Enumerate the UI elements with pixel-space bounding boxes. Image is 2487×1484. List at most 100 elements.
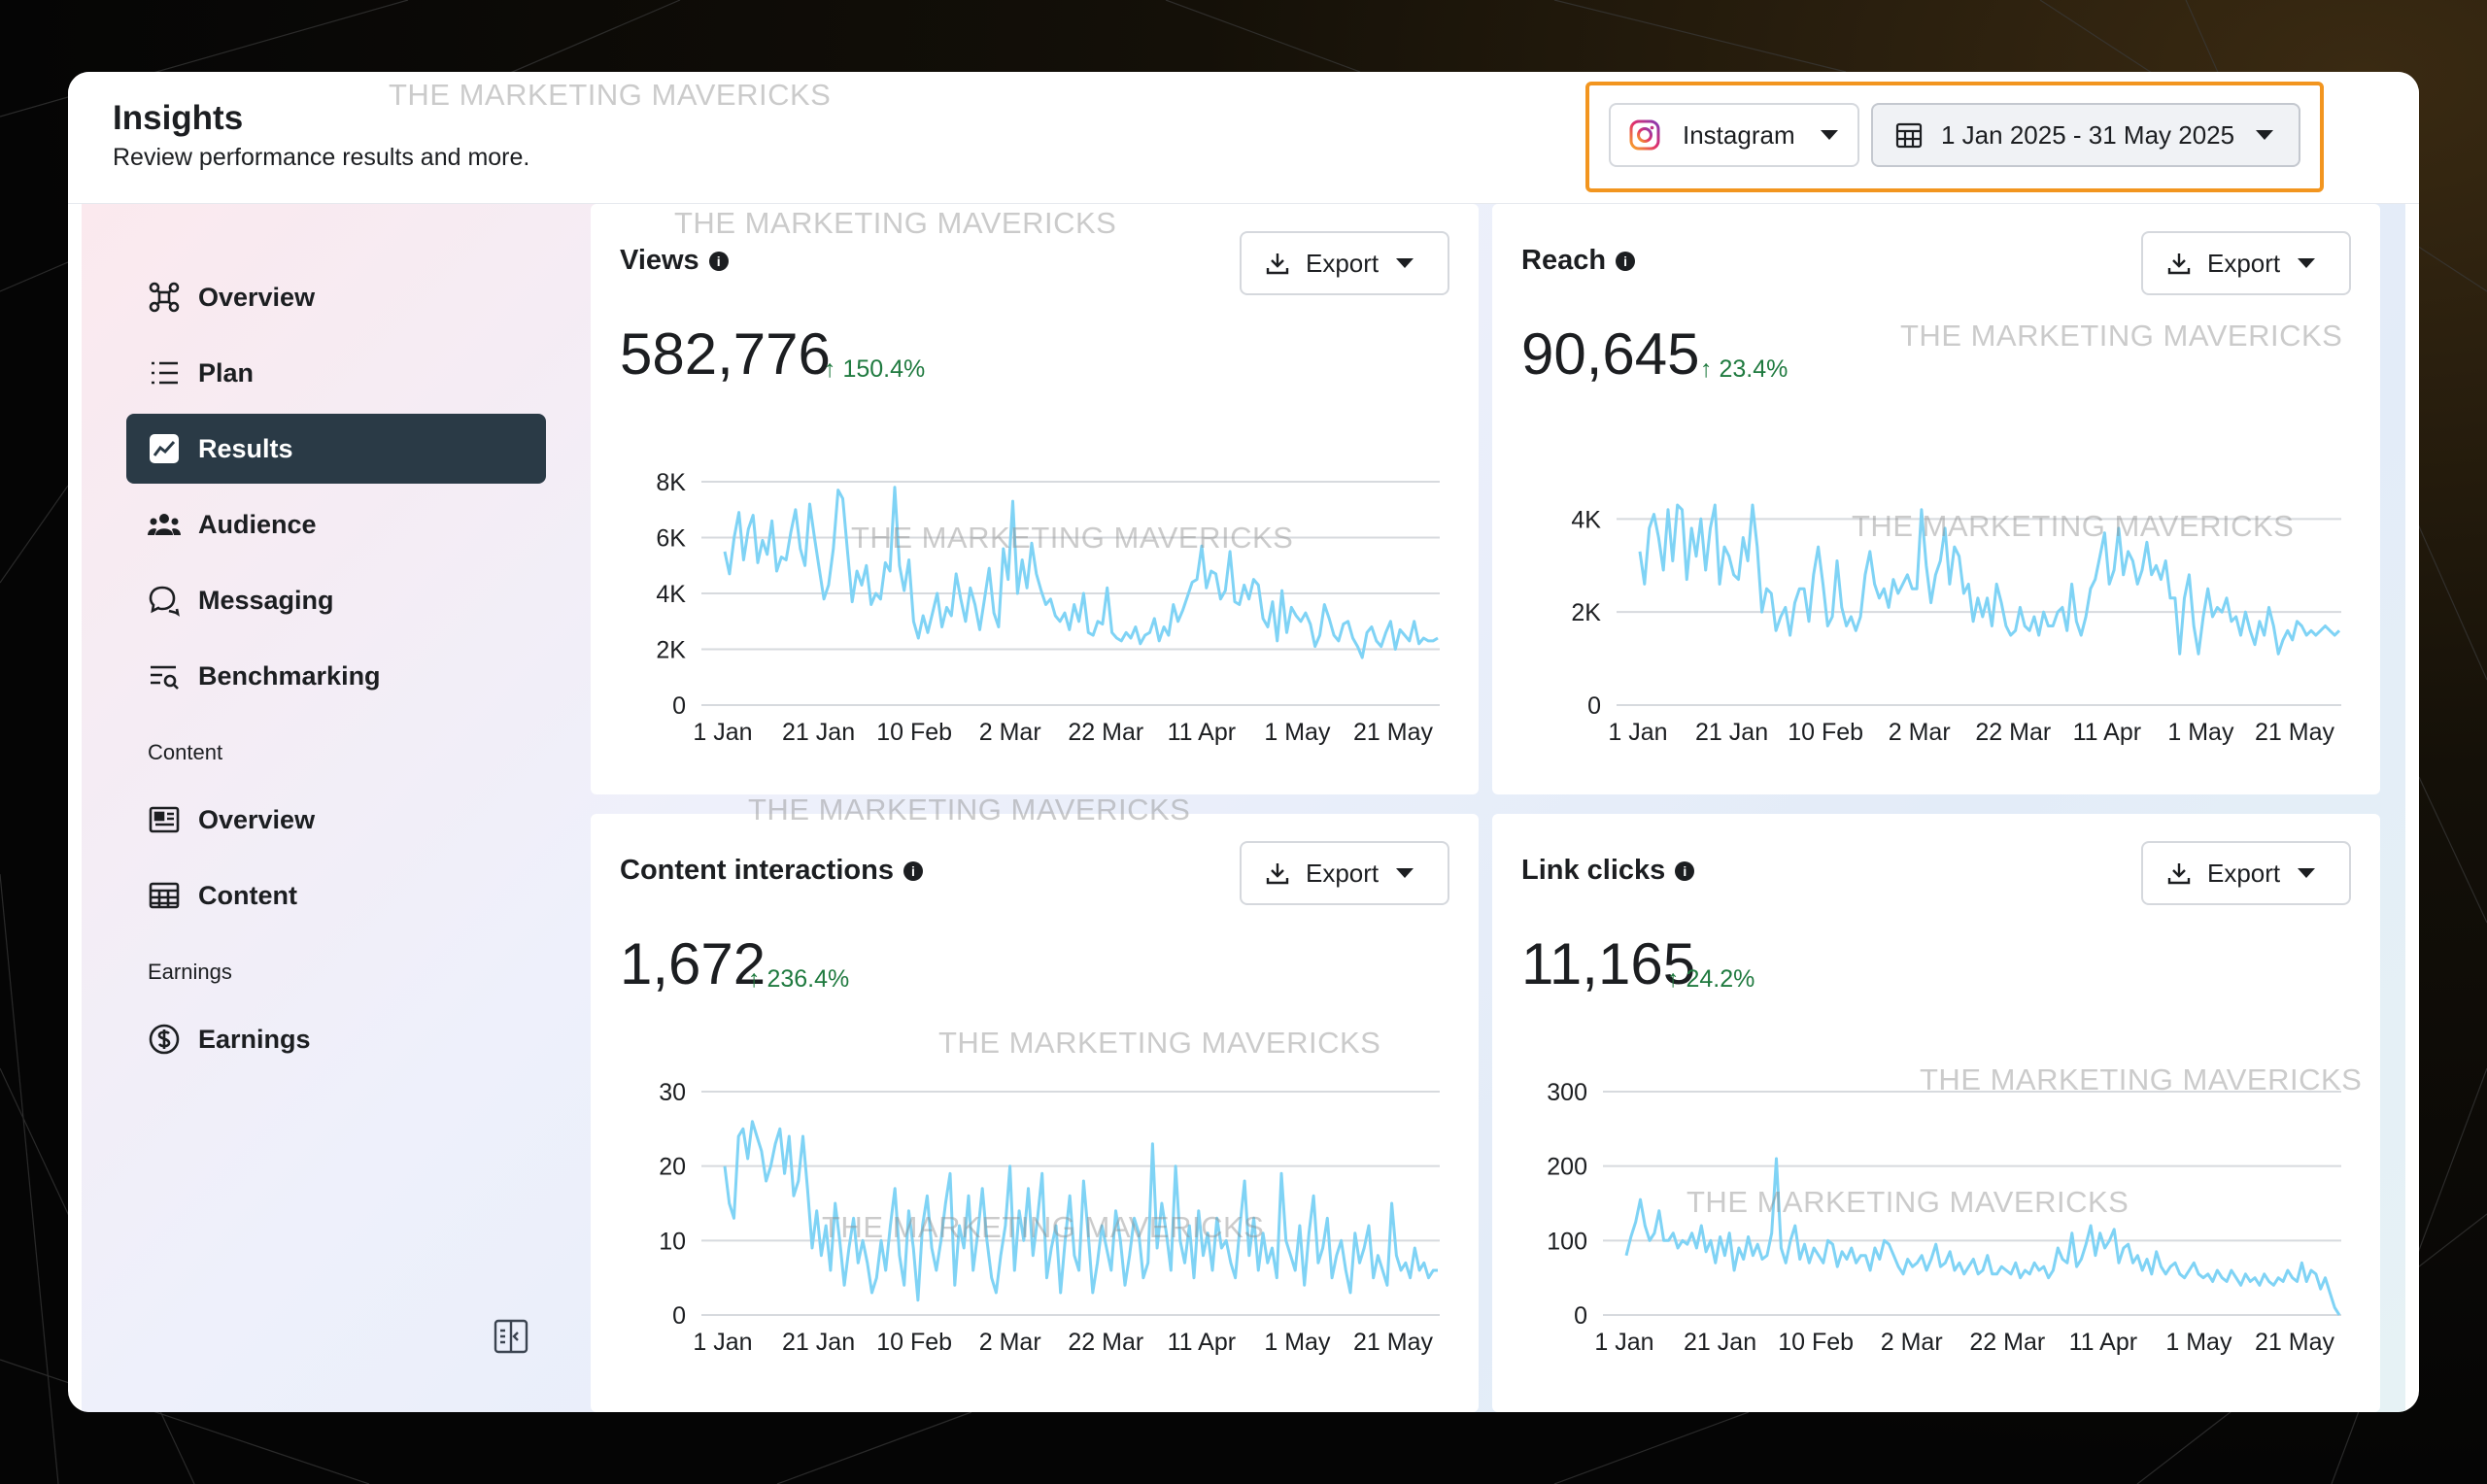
y-tick-label: 100 [1547,1228,1587,1255]
export-label: Export [1306,858,1380,888]
y-tick-label: 4K [1571,506,1601,533]
sidebar-item-overview[interactable]: Overview [126,262,546,332]
legend-label: Content interactions [945,1395,1161,1397]
sidebar-item-audience[interactable]: Audience [126,489,546,559]
x-tick-label: 10 Feb [1788,719,1863,746]
people-icon [146,506,183,543]
x-tick-label: 1 May [2167,719,2234,746]
x-tick-label: 1 Jan [693,1329,752,1356]
section-label-earnings: Earnings [148,960,232,984]
reach-chart: 0 2K 4K 1 Jan 21 Jan 10 Feb 2 Mar 22 Mar 11 Apr 1… [1571,503,2341,787]
sidebar-item-plan[interactable]: Plan [126,338,546,408]
sidebar-item-content-overview[interactable]: Overview [126,785,546,855]
info-icon[interactable]: i [708,251,729,271]
x-tick-label: 1 Jan [1608,719,1667,746]
export-button[interactable]: Export [2141,231,2351,295]
info-icon[interactable]: i [903,860,923,881]
metric-delta: 150.4% [842,355,926,383]
card-title: Link clicks [1521,855,1666,886]
collapse-panel-icon [494,1319,528,1354]
sidebar-item-label: Overview [198,804,316,834]
chevron-down-icon [1396,868,1414,878]
page-subtitle: Review performance results and more. [113,144,530,171]
section-label-content: Content [148,740,223,764]
x-tick-label: 10 Feb [876,719,952,746]
trend-chart-icon [146,430,183,467]
chevron-down-icon [2298,868,2316,878]
platform-dropdown[interactable]: Instagram [1609,103,1859,167]
collapse-sidebar-button[interactable] [490,1315,532,1358]
legend-label: Reach [1945,785,2015,787]
watermark: THE MARKETING MAVERICKS [1900,319,2343,353]
metric-total: 1,672 [620,931,767,996]
x-tick-label: 22 Mar [1975,719,2051,746]
chevron-down-icon [1396,258,1414,268]
x-tick-label: 2 Mar [1889,719,1951,746]
sidebar-item-benchmarking[interactable]: Benchmarking [126,641,546,711]
x-tick-label: 21 Jan [1684,1329,1756,1356]
list-icon [146,354,183,391]
y-tick-label: 0 [1587,692,1601,720]
page-header: Insights Review performance results and … [68,72,2419,204]
sidebar-item-label: Plan [198,357,255,388]
sidebar-item-results[interactable]: Results [126,414,546,484]
sidebar-item-content[interactable]: Content [126,860,546,930]
x-tick-label: 21 May [2255,1329,2334,1356]
x-tick-label: 10 Feb [1778,1329,1854,1356]
arrow-up-icon: ↑ [824,355,843,383]
x-tick-label: 22 Mar [1969,1329,2045,1356]
metric-total: 582,776 [620,321,831,387]
content-area: Overview Plan Results Audience [82,204,2405,1412]
export-label: Export [1306,248,1380,278]
export-button[interactable]: Export [1240,841,1449,905]
x-tick-label: 21 May [2255,719,2334,746]
download-icon [2167,253,2191,275]
y-tick-label: 2K [1571,599,1601,626]
y-tick-label: 0 [1574,1302,1587,1330]
table-icon [146,877,183,914]
sidebar-item-label: Content [198,880,297,910]
x-tick-label: 2 Mar [979,719,1041,746]
x-tick-label: 21 Jan [782,1329,855,1356]
sidebar-item-label: Audience [198,509,317,539]
y-tick-label: 200 [1547,1154,1587,1181]
card-title: Content interactions [620,855,894,886]
date-range-dropdown[interactable]: 1 Jan 2025 - 31 May 2025 [1871,103,2300,167]
x-tick-label: 21 May [1353,719,1433,746]
card-title: Reach [1521,245,1607,276]
x-tick-label: 1 Jan [693,719,752,746]
sidebar-item-earnings[interactable]: Earnings [126,1004,546,1074]
x-tick-label: 1 May [2165,1329,2232,1356]
info-icon[interactable]: i [1675,860,1695,881]
x-tick-label: 21 Jan [1695,719,1768,746]
sidebar-item-messaging[interactable]: Messaging [126,565,546,635]
series-line [1624,1157,2341,1316]
date-range-label: 1 Jan 2025 - 31 May 2025 [1941,119,2235,150]
info-icon[interactable]: i [1616,251,1636,271]
download-icon [1266,863,1289,885]
export-label: Export [2207,858,2281,888]
network-icon [146,279,183,316]
x-tick-label: 22 Mar [1068,1329,1143,1356]
platform-label: Instagram [1683,119,1795,150]
x-tick-label: 21 May [1353,1329,1433,1356]
y-tick-label: 300 [1547,1079,1587,1106]
export-label: Export [2207,248,2281,278]
metric-total: 11,165 [1521,931,1696,996]
export-button[interactable]: Export [1240,231,1449,295]
newspaper-icon [146,801,183,838]
chat-bubble-icon [146,582,183,619]
calendar-icon [1894,120,1924,150]
benchmark-icon [146,658,183,694]
x-tick-label: 2 Mar [979,1329,1041,1356]
y-tick-label: 10 [659,1228,686,1255]
content-interactions-chart: 0 10 20 30 1 Jan 21 Jan 10 Feb 2 Mar 22 Mar 11 Ap… [659,1079,1440,1397]
dollar-circle-icon [146,1021,183,1058]
x-tick-label: 10 Feb [876,1329,952,1356]
watermark: THE MARKETING MAVERICKS [748,793,1191,826]
metric-delta: 236.4% [767,965,850,993]
sidebar-item-label: Earnings [198,1024,311,1054]
x-tick-label: 11 Apr [2069,1329,2137,1356]
export-button[interactable]: Export [2141,841,2351,905]
x-tick-label: 22 Mar [1068,719,1143,746]
